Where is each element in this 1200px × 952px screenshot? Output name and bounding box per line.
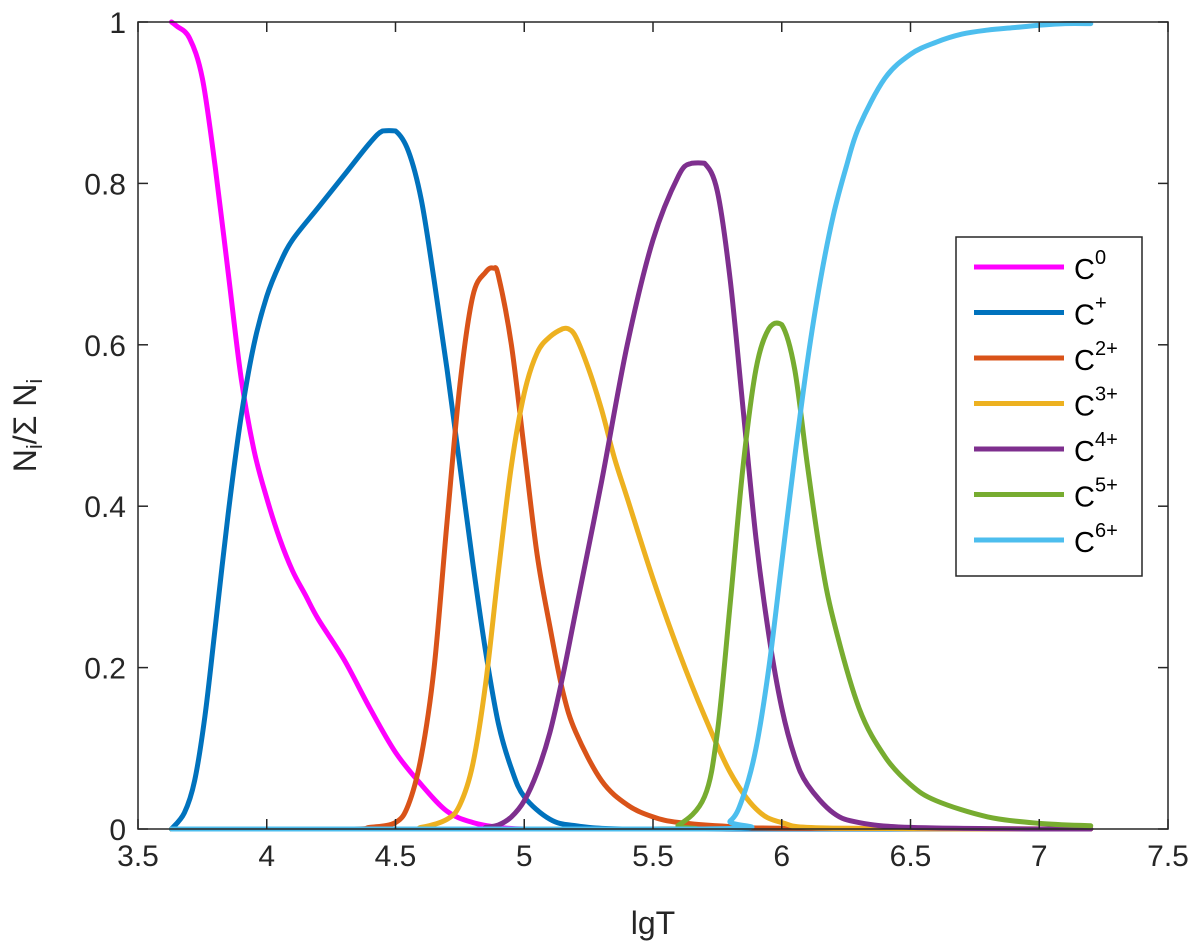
series-line-c0 bbox=[168, 19, 1094, 832]
y-tick-label: 0 bbox=[109, 814, 126, 847]
y-tick-label: 0.4 bbox=[84, 491, 126, 524]
y-tick-label: 0.2 bbox=[84, 653, 126, 686]
legend-label-c4plus: C4+ bbox=[1074, 429, 1118, 468]
x-tick-label: 6 bbox=[773, 840, 790, 873]
x-tick-label: 7.5 bbox=[1147, 840, 1189, 873]
x-tick-label: 3.5 bbox=[117, 840, 159, 873]
legend: C0 C+ C2+ C3+ C4+ C5+ C6+ bbox=[955, 236, 1143, 577]
legend-label-c3plus: C3+ bbox=[1074, 384, 1118, 423]
legend-label-c5plus: C5+ bbox=[1074, 475, 1118, 514]
series-line-cplus bbox=[168, 128, 1094, 832]
x-tick-label: 4 bbox=[258, 840, 275, 873]
plot-area bbox=[168, 19, 1094, 832]
legend-label-cplus: C+ bbox=[1074, 293, 1107, 332]
x-tick-label: 4.5 bbox=[375, 840, 417, 873]
x-axis-label: lgT bbox=[631, 905, 675, 941]
series-line-c2plus bbox=[168, 265, 1094, 832]
series-line-c4plus bbox=[168, 160, 1094, 832]
series-line-c5plus bbox=[168, 320, 1094, 832]
x-tick-label: 5.5 bbox=[632, 840, 674, 873]
x-tick-label: 6.5 bbox=[890, 840, 932, 873]
y-tick-label: 0.8 bbox=[84, 168, 126, 201]
x-tick-label: 7 bbox=[1031, 840, 1048, 873]
y-axis-label: Ni/Σ Ni bbox=[7, 379, 47, 473]
legend-box bbox=[955, 236, 1143, 577]
legend-label-c6plus: C6+ bbox=[1074, 520, 1118, 559]
x-tick-label: 5 bbox=[516, 840, 533, 873]
series-line-c3plus bbox=[168, 325, 1094, 832]
axes: 3.5 4 4.5 5 5.5 6 6.5 7 7.5 0 0.2 0.4 0.6 0.8 1 lgT Ni/Σ… bbox=[7, 7, 1189, 941]
y-tick-label: 1 bbox=[109, 7, 126, 40]
series-line-c6plus bbox=[168, 20, 1094, 832]
legend-label-c2plus: C2+ bbox=[1074, 338, 1118, 377]
y-tick-label: 0.6 bbox=[84, 330, 126, 363]
legend-label-c0: C0 bbox=[1074, 247, 1106, 286]
